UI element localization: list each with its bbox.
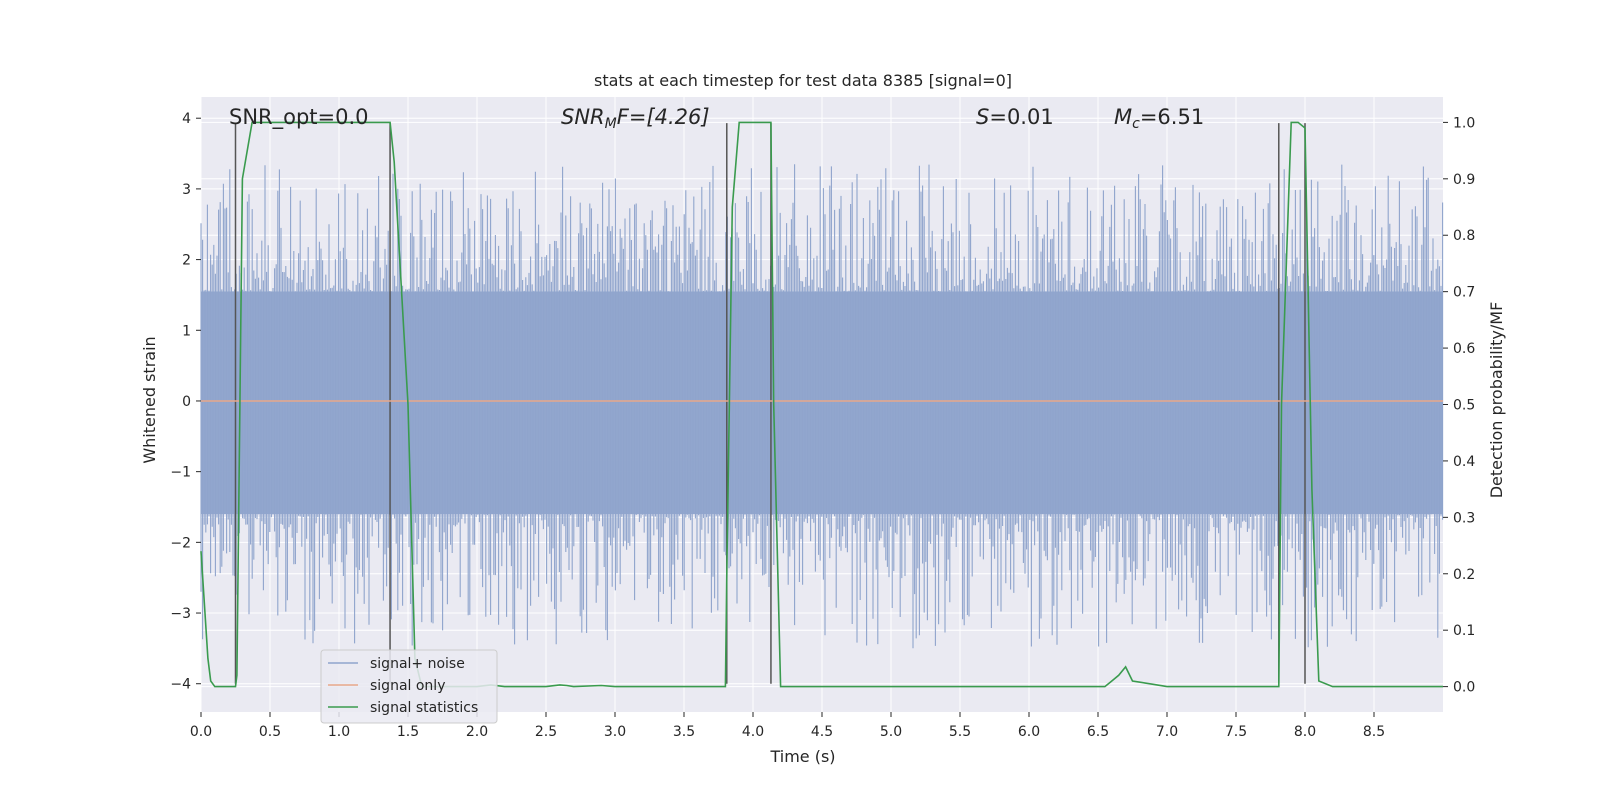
y-left-tick-label: 2: [182, 253, 191, 269]
signal-statistics-series: [200, 121, 1443, 688]
y-right-tick-label: 1.0: [1453, 115, 1475, 131]
annotation-snr-mf: SNRMF=[4.26]: [561, 105, 710, 132]
legend-label-signal-noise: signal+ noise: [370, 656, 465, 672]
x-tick-label: 2.0: [466, 724, 488, 740]
x-tick-label: 7.0: [1156, 724, 1178, 740]
x-tick-label: 7.5: [1225, 724, 1247, 740]
y-right-tick-label: 0.7: [1453, 285, 1475, 301]
annotation-s: S=0.01: [976, 105, 1054, 129]
y-left-tick-label: −1: [170, 465, 191, 481]
x-tick-label: 1.0: [328, 724, 350, 740]
snr-mf-prefix: SNR: [561, 105, 605, 129]
x-tick-label: 8.0: [1294, 724, 1316, 740]
y-right-tick-label: 0.8: [1453, 228, 1475, 244]
x-axis-ticks: 0.0 0.5 1.0 1.5 2.0 2.5 3.0 3.5 4.0 4.5 5.0 5.5 6.0 6…: [190, 712, 1385, 740]
y-axis-right-ticks: 0.0 0.1 0.2 0.3 0.4 0.5 0.6 0.7 0.8 0.9 1.0: [1443, 115, 1475, 696]
y-right-tick-label: 0.5: [1453, 398, 1475, 414]
y-right-tick-label: 0.2: [1453, 567, 1475, 583]
y-left-tick-label: −3: [170, 606, 191, 622]
x-tick-label: 1.5: [397, 724, 419, 740]
x-tick-label: 4.0: [742, 724, 764, 740]
legend: signal+ noise signal only signal statist…: [320, 649, 498, 724]
x-axis-label: Time (s): [769, 747, 835, 766]
snr-mf-suffix: F=[4.26]: [617, 105, 710, 129]
mc-sub: c: [1132, 116, 1140, 132]
y-right-tick-label: 0.0: [1453, 680, 1475, 696]
x-tick-label: 8.5: [1363, 724, 1385, 740]
y-left-tick-label: 3: [182, 182, 191, 198]
y-left-tick-label: −4: [170, 677, 191, 693]
snr-mf-sub: M: [605, 116, 617, 132]
y-left-tick-label: 1: [182, 323, 191, 339]
x-tick-label: 2.5: [535, 724, 557, 740]
annotation-snr-opt: SNR_opt=0.0: [229, 105, 369, 130]
annotation-mc: Mc=6.51: [1114, 105, 1204, 132]
y-left-tick-label: 4: [182, 111, 191, 127]
legend-label-signal-only: signal only: [370, 678, 445, 694]
x-tick-label: 0.0: [190, 724, 212, 740]
x-tick-label: 6.0: [1018, 724, 1040, 740]
legend-box: [320, 649, 498, 724]
y-right-tick-label: 0.9: [1453, 172, 1475, 188]
signal-statistics-line: [200, 121, 1443, 688]
y-axis-left-label: Whitened strain: [140, 336, 159, 463]
x-tick-label: 6.5: [1087, 724, 1109, 740]
x-tick-label: 5.5: [949, 724, 971, 740]
x-tick-label: 5.0: [880, 724, 902, 740]
y-left-tick-label: 0: [182, 394, 191, 410]
y-right-tick-label: 0.6: [1453, 341, 1475, 357]
x-tick-label: 3.0: [604, 724, 626, 740]
mc-suffix: =6.51: [1140, 105, 1204, 129]
y-left-tick-label: −2: [170, 535, 191, 551]
legend-label-signal-statistics: signal statistics: [370, 700, 478, 716]
s-suffix: =0.01: [989, 105, 1053, 129]
x-tick-label: 3.5: [673, 724, 695, 740]
x-tick-label: 0.5: [259, 724, 281, 740]
s-prefix: S: [976, 105, 989, 129]
y-right-tick-label: 0.3: [1453, 510, 1475, 526]
vertical-markers: [234, 123, 1306, 684]
y-axis-left-ticks: −4 −3 −2 −1 0 1 2 3 4: [170, 111, 201, 693]
x-tick-label: 4.5: [811, 724, 833, 740]
y-axis-right-label: Detection probability/MF: [1487, 302, 1506, 499]
y-right-tick-label: 0.4: [1453, 454, 1475, 470]
mc-prefix: M: [1114, 105, 1132, 129]
y-right-tick-label: 0.1: [1453, 623, 1475, 639]
chart-title: stats at each timestep for test data 838…: [594, 71, 1012, 90]
